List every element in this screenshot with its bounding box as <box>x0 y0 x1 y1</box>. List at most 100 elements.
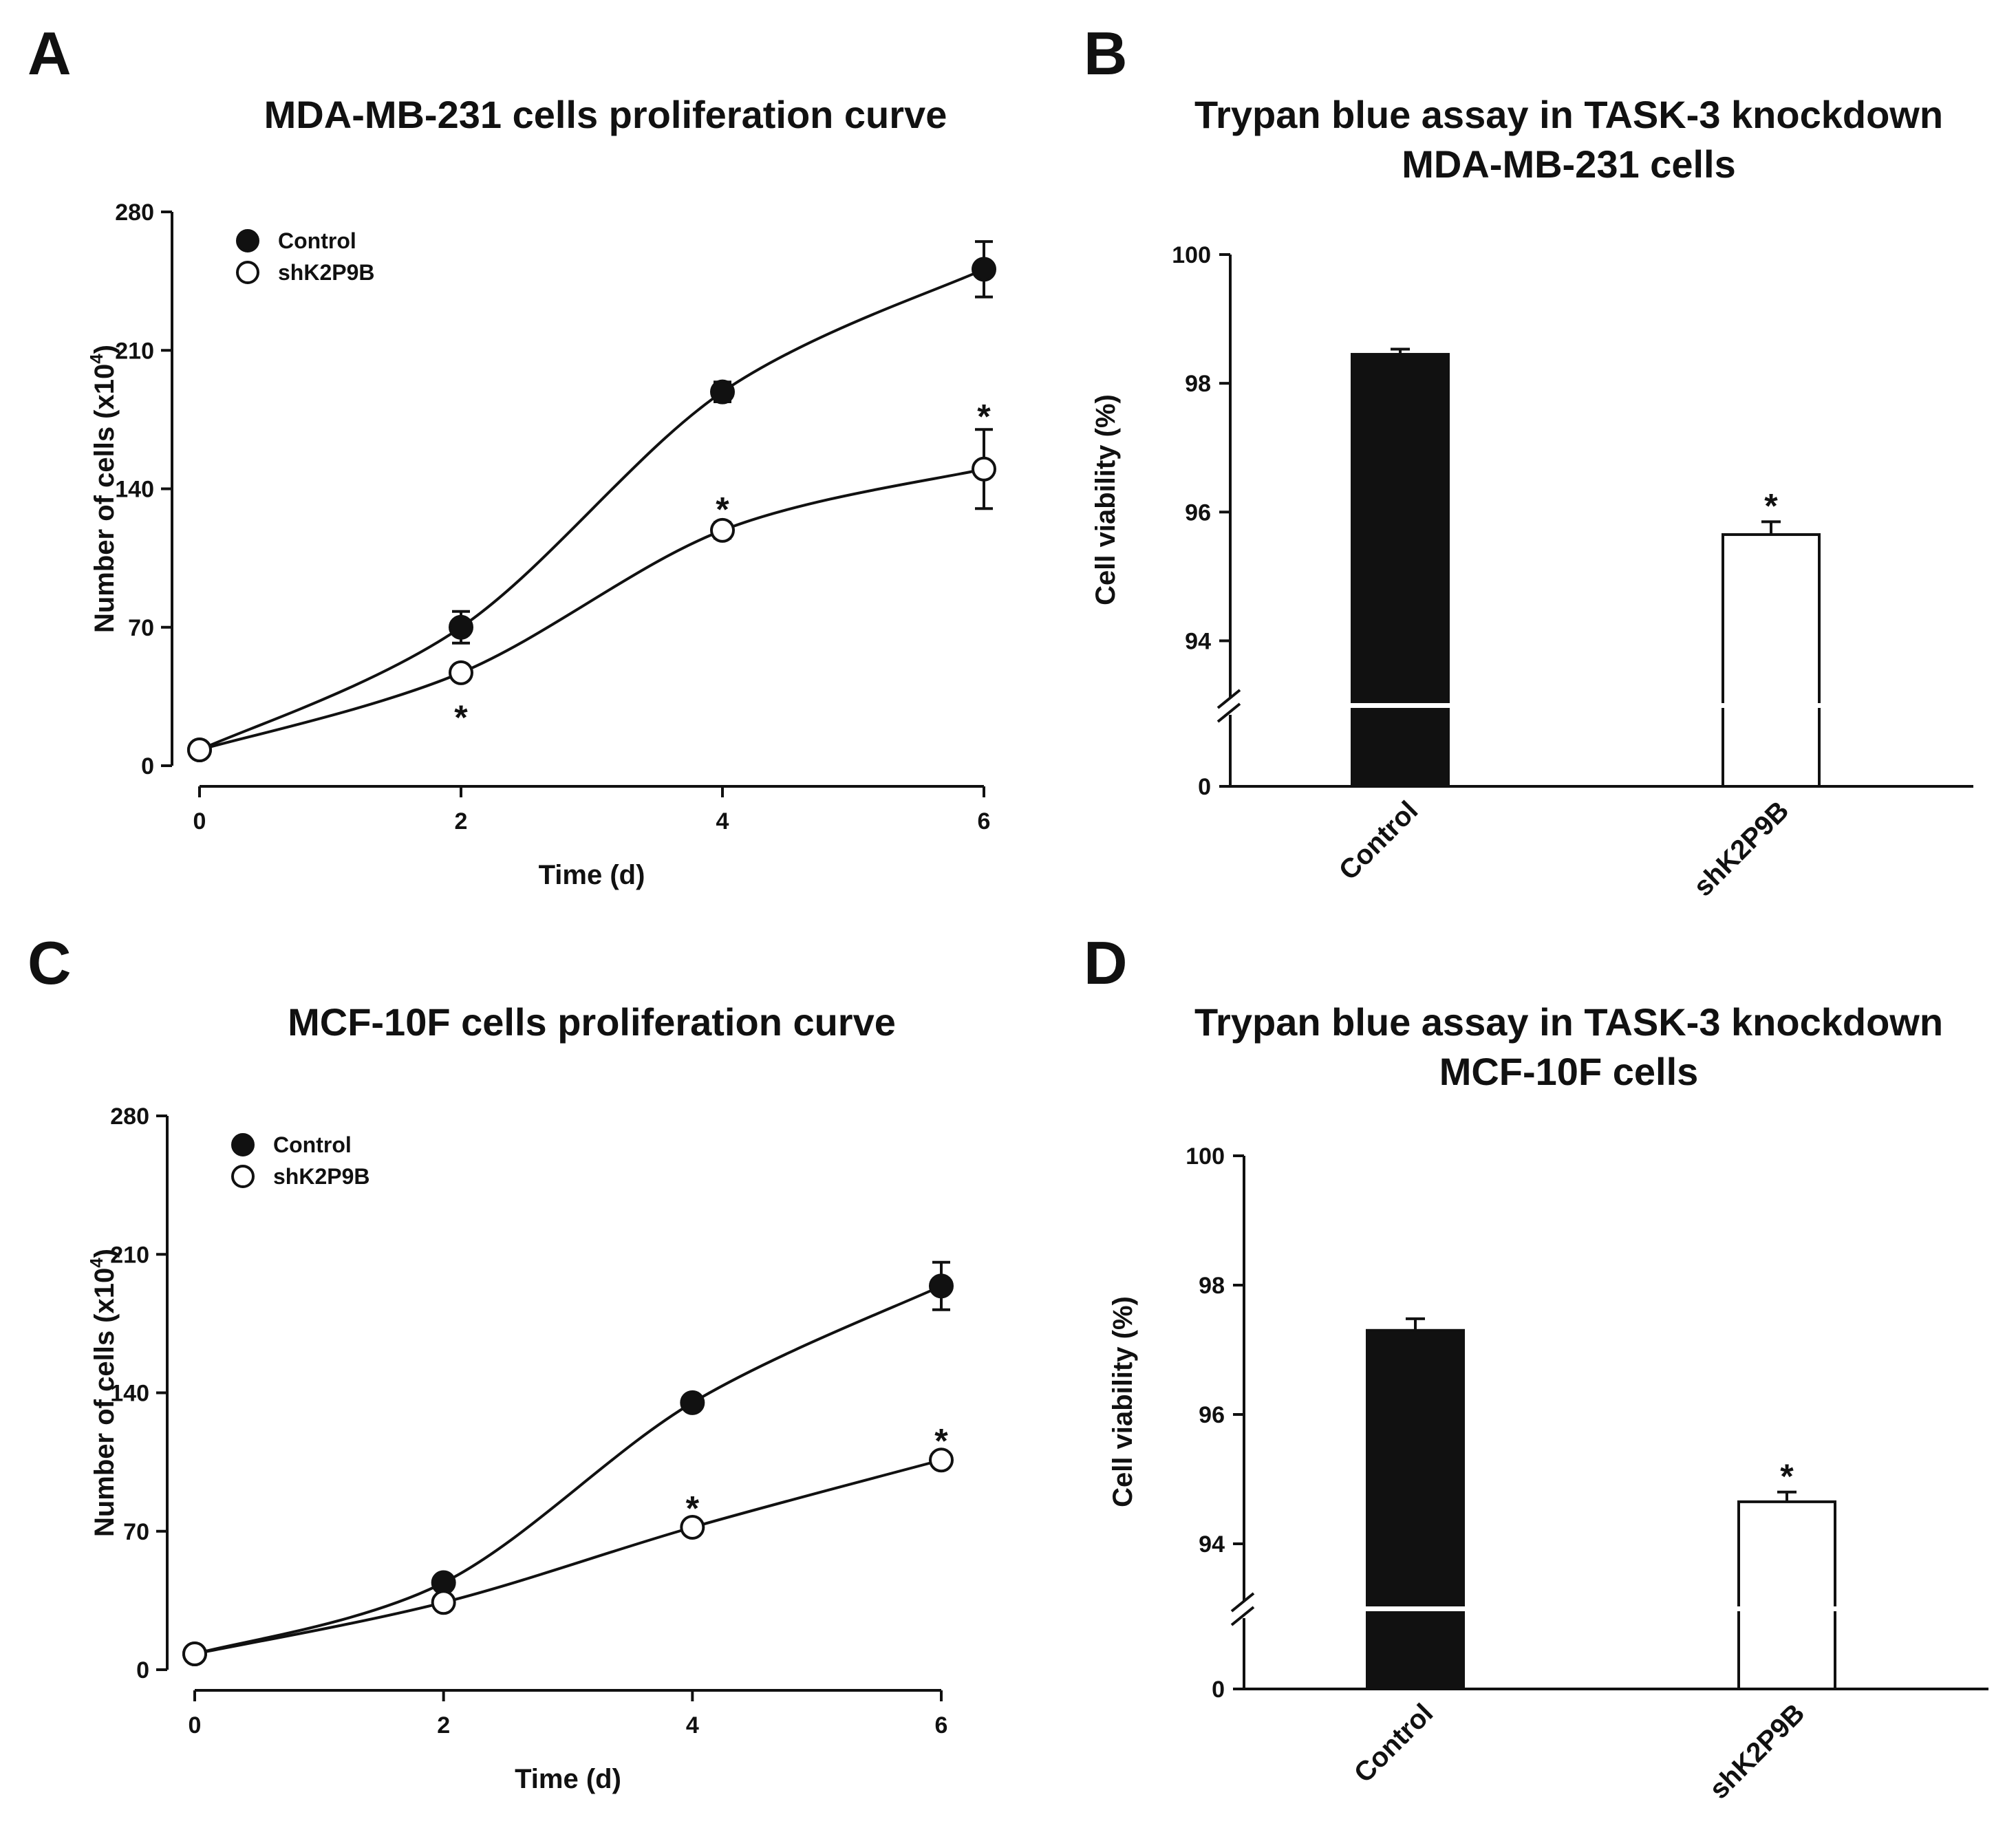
significance-marker: * <box>454 698 468 737</box>
axis-break-mark <box>1216 702 1241 723</box>
significance-marker: * <box>1764 486 1778 525</box>
panel-letter-c: C <box>28 929 72 997</box>
chart-title-line: MDA-MB-231 cells <box>1402 142 1735 186</box>
axis-break-mark <box>1216 689 1241 709</box>
data-point-shk2p9b <box>929 1447 954 1473</box>
y-tick-label: 94 <box>1185 628 1211 654</box>
y-tick-label: 280 <box>110 1104 149 1130</box>
significance-marker: * <box>716 490 729 528</box>
chart-title-line: MCF-10F cells proliferation curve <box>288 1000 896 1044</box>
x-tick-label: 2 <box>437 1712 450 1739</box>
series-line-control <box>199 268 985 751</box>
y-axis-label-close: ) <box>89 345 120 354</box>
x-axis-label: Time (d) <box>539 860 645 890</box>
data-point-control <box>929 1273 954 1299</box>
panel-letter-d: D <box>1084 929 1128 997</box>
chart-title-line: MCF-10F cells <box>1439 1050 1699 1093</box>
data-point-shk2p9b <box>972 456 996 482</box>
data-point-shk2p9b <box>680 1515 705 1540</box>
chart-title-line: Trypan blue assay in TASK-3 knockdown <box>1194 1000 1943 1044</box>
y-tick-label: 94 <box>1199 1531 1225 1558</box>
data-point-control <box>710 379 735 405</box>
y-tick-label: 98 <box>1199 1273 1225 1299</box>
data-point-shk2p9b <box>431 1590 456 1615</box>
legend-marker-control <box>231 1133 255 1156</box>
chart-panel-a: A MDA-MB-231 cells proliferation curve 0 70… <box>28 19 996 890</box>
x-tick-label: 2 <box>455 808 468 835</box>
series-line-control <box>194 1284 942 1655</box>
legend-marker-shk2p9b <box>236 261 259 284</box>
y-tick-label: 96 <box>1185 499 1211 526</box>
category-label-shk2p9b: shK2P9B <box>1704 1698 1810 1805</box>
chart-panel-d: D Trypan blue assay in TASK-3 knockdown MC… <box>1084 929 1988 1805</box>
y-tick-label-zero: 0 <box>1212 1677 1225 1703</box>
y-axis-label-text: Number of cells (x10 <box>89 364 120 633</box>
panel-letter-a: A <box>28 19 72 87</box>
y-axis-label-superscript: 4 <box>86 354 107 364</box>
y-axis-label: Cell viability (%) <box>1108 1296 1138 1507</box>
bar-shk2p9b <box>1722 533 1821 788</box>
legend-label-shk2p9b: shK2P9B <box>278 260 375 285</box>
data-point-shk2p9b <box>182 1641 207 1666</box>
category-label-control: Control <box>1333 795 1424 886</box>
bar-control <box>1366 1328 1465 1691</box>
bar-break-gap <box>1364 1606 1466 1611</box>
y-axis-label-superscript: 4 <box>86 1258 107 1268</box>
y-tick-label: 210 <box>110 1242 149 1268</box>
x-axis-label: Time (d) <box>515 1764 621 1794</box>
y-tick-label: 100 <box>1172 242 1211 268</box>
significance-marker: * <box>1780 1457 1794 1496</box>
data-point-control <box>680 1390 705 1415</box>
series-line-shk2p9b <box>194 1458 942 1655</box>
chart-title-line: MDA-MB-231 cells proliferation curve <box>264 93 947 136</box>
significance-marker: * <box>977 397 991 435</box>
y-axis-label: Cell viability (%) <box>1091 394 1121 605</box>
category-label-control: Control <box>1349 1698 1439 1789</box>
y-axis-label-text: Number of cells (x10 <box>89 1268 120 1537</box>
y-tick-label-zero: 0 <box>1198 774 1211 800</box>
chart-panel-c: C MCF-10F cells proliferation curve 0 70 140… <box>28 929 954 1794</box>
x-tick-label: 4 <box>686 1712 699 1739</box>
legend-label-control: Control <box>273 1132 352 1157</box>
x-tick-label: 0 <box>193 808 206 835</box>
category-label-shk2p9b: shK2P9B <box>1688 795 1794 902</box>
x-tick-label: 4 <box>716 808 729 835</box>
y-tick-label: 70 <box>123 1519 149 1545</box>
x-tick-label: 6 <box>978 808 991 835</box>
axis-break-mark <box>1230 1606 1255 1626</box>
y-tick-label: 98 <box>1185 371 1211 397</box>
y-axis-label-close: ) <box>89 1249 120 1258</box>
data-point-shk2p9b <box>449 660 473 685</box>
chart-panel-b: B Trypan blue assay in TASK-3 knockdown MD… <box>1084 19 1973 903</box>
data-point-shk2p9b <box>710 517 735 543</box>
bar-shk2p9b <box>1737 1500 1836 1690</box>
y-tick-label: 100 <box>1186 1143 1225 1170</box>
bar-break-gap <box>1349 703 1451 708</box>
series-line-shk2p9b <box>199 467 985 751</box>
bar-break-gap <box>1720 703 1822 708</box>
y-tick-label: 0 <box>136 1657 149 1683</box>
significance-marker: * <box>686 1489 700 1527</box>
y-tick-label: 140 <box>115 477 154 503</box>
data-point-shk2p9b <box>187 738 212 762</box>
y-tick-label: 70 <box>128 615 154 641</box>
y-axis-label: Number of cells (x104) <box>86 345 120 633</box>
axis-break-mark <box>1230 1592 1255 1613</box>
legend-label-shk2p9b: shK2P9B <box>273 1164 370 1189</box>
data-point-control <box>972 257 996 282</box>
y-axis-label: Number of cells (x104) <box>86 1249 120 1537</box>
panel-letter-b: B <box>1084 19 1128 87</box>
y-tick-label: 210 <box>115 338 154 364</box>
bar-control <box>1351 353 1450 788</box>
significance-marker: * <box>934 1422 948 1461</box>
legend-label-control: Control <box>278 228 356 253</box>
legend-marker-shk2p9b <box>231 1165 255 1188</box>
y-tick-label: 140 <box>110 1381 149 1407</box>
data-point-control <box>449 614 473 640</box>
x-tick-label: 6 <box>935 1712 948 1739</box>
x-tick-label: 0 <box>189 1712 202 1739</box>
y-tick-label: 96 <box>1199 1402 1225 1428</box>
y-tick-label: 280 <box>115 200 154 226</box>
chart-title-line: Trypan blue assay in TASK-3 knockdown <box>1194 93 1943 136</box>
